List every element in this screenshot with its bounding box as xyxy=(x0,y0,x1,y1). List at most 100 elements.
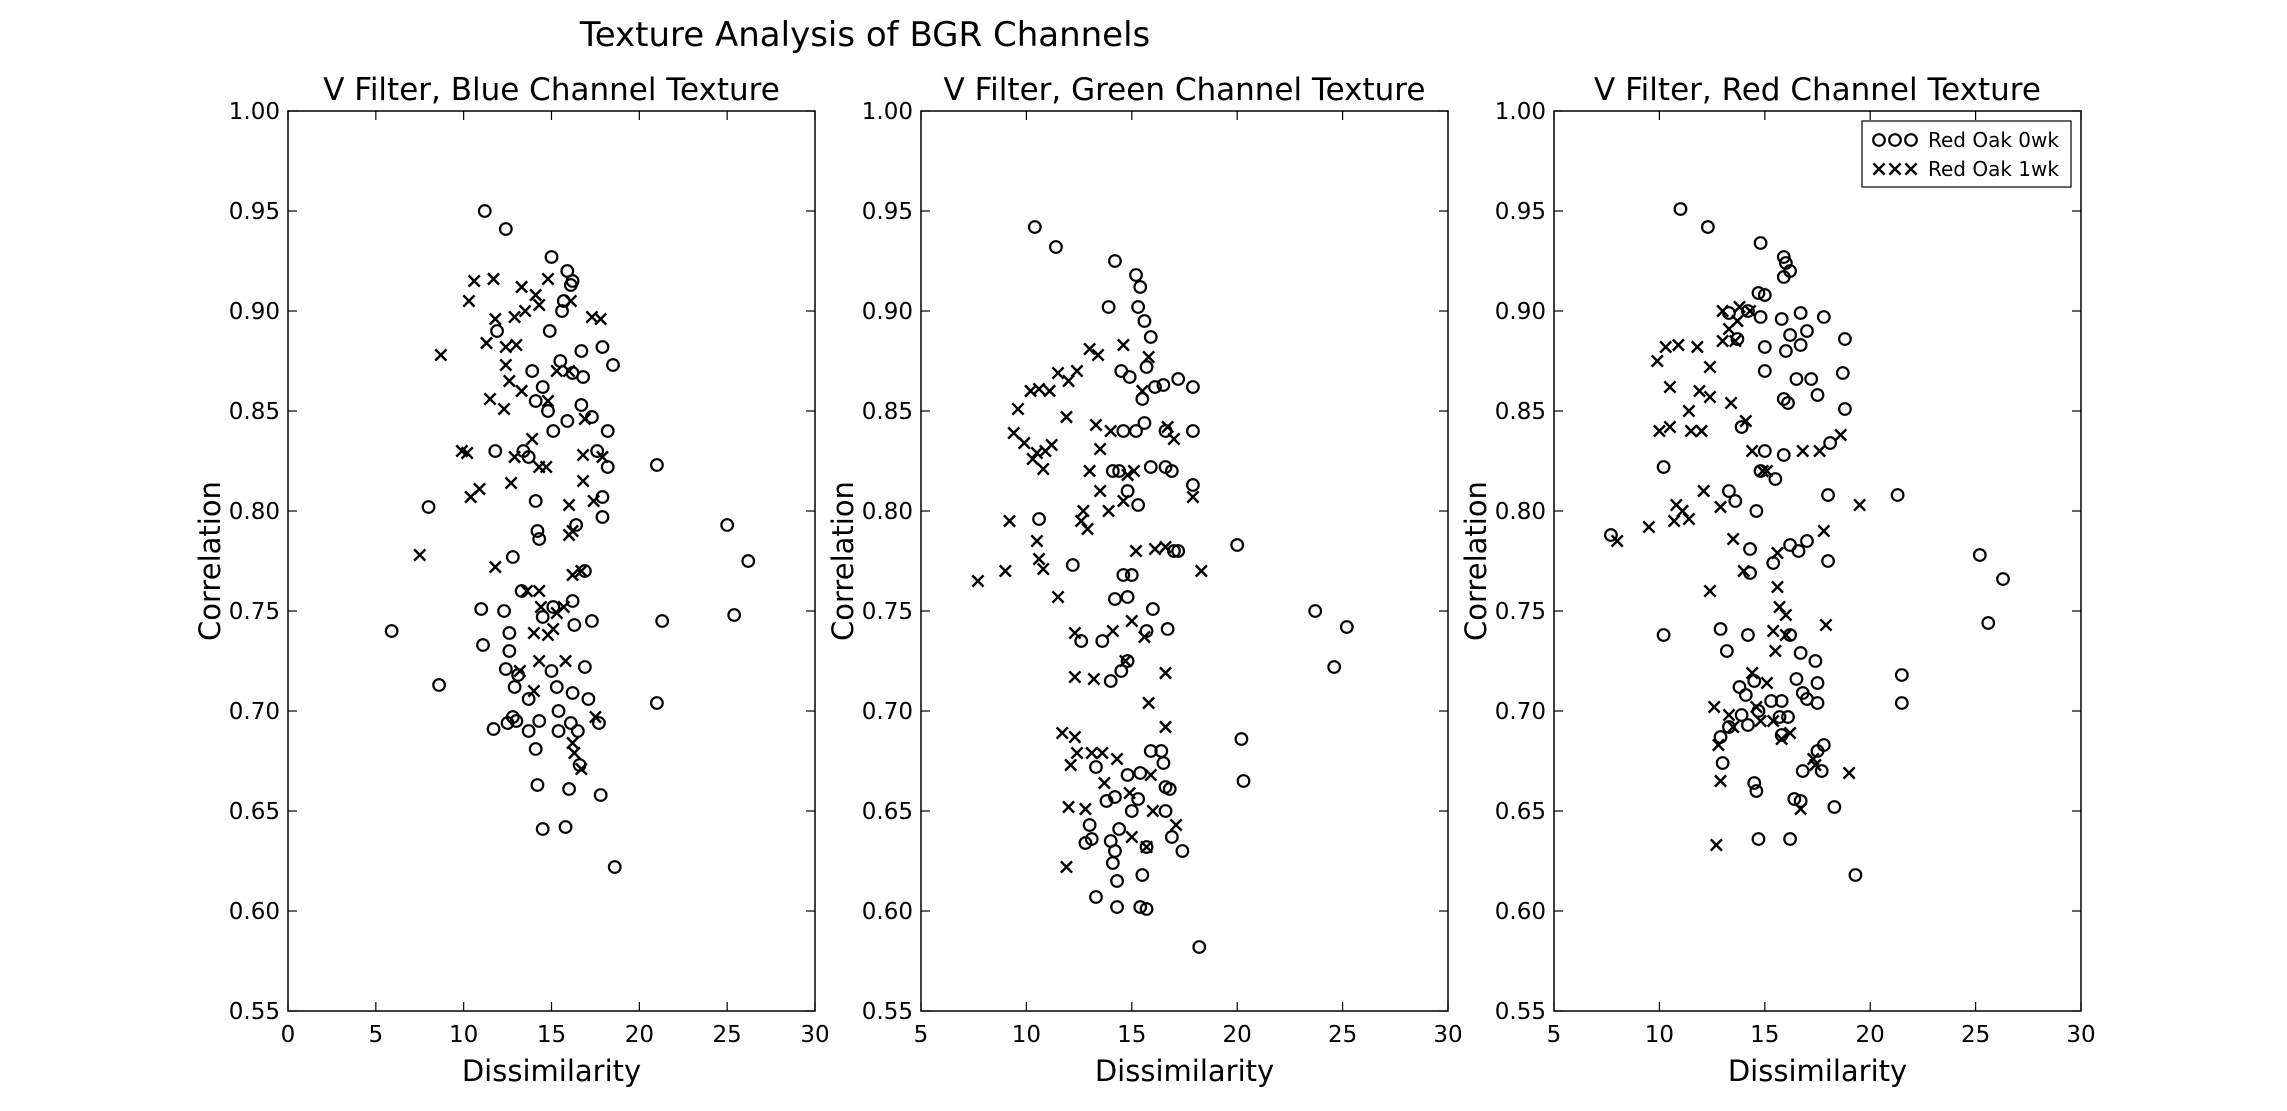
point-0wk xyxy=(1848,868,1863,882)
point-1wk xyxy=(1116,494,1130,508)
point-1wk xyxy=(1817,524,1831,538)
point-1wk xyxy=(1716,304,1730,318)
point-0wk xyxy=(1972,548,1987,562)
point-1wk xyxy=(520,584,534,598)
point-0wk xyxy=(1751,832,1766,846)
point-0wk xyxy=(1810,696,1825,710)
point-0wk xyxy=(1604,528,1618,542)
plot-frame xyxy=(1553,110,2082,1012)
point-1wk xyxy=(539,460,553,474)
y-tick-label: 0.80 xyxy=(229,499,280,525)
point-0wk xyxy=(1734,420,1749,434)
point-0wk xyxy=(498,222,513,236)
x-tick-label: 20 xyxy=(625,1022,654,1048)
point-1wk xyxy=(1760,464,1774,478)
point-0wk xyxy=(1774,312,1789,326)
point-0wk xyxy=(593,788,608,802)
y-tick-label: 0.80 xyxy=(862,499,913,525)
legend-marker-1wk xyxy=(1872,162,1886,176)
y-tick-label: 0.60 xyxy=(229,899,280,925)
point-0wk xyxy=(558,820,573,834)
point-0wk xyxy=(562,782,576,796)
point-1wk xyxy=(1089,418,1103,432)
point-0wk xyxy=(565,594,580,608)
point-0wk xyxy=(488,444,503,458)
point-1wk xyxy=(532,584,546,598)
point-1wk xyxy=(1169,818,1183,832)
y-axis-label: Correlation xyxy=(826,481,860,641)
point-1wk xyxy=(1159,720,1172,734)
point-0wk xyxy=(535,822,550,836)
point-0wk xyxy=(490,324,504,338)
point-0wk xyxy=(1719,644,1734,658)
point-0wk xyxy=(1757,288,1772,302)
point-0wk xyxy=(574,398,589,412)
x-tick-label: 25 xyxy=(713,1022,742,1048)
point-1wk xyxy=(1167,432,1181,446)
point-1wk xyxy=(1808,758,1822,772)
point-0wk xyxy=(1757,444,1772,458)
point-0wk xyxy=(546,600,561,614)
point-1wk xyxy=(1060,410,1073,424)
point-0wk xyxy=(551,704,566,718)
point-0wk xyxy=(498,662,513,676)
point-0wk xyxy=(1099,794,1114,808)
point-0wk xyxy=(502,644,517,658)
point-1wk xyxy=(1030,534,1044,548)
point-1wk xyxy=(1045,438,1059,452)
point-1wk xyxy=(1716,334,1730,348)
y-tick-label: 0.55 xyxy=(229,999,280,1025)
plot-frame xyxy=(920,110,1449,1012)
point-0wk xyxy=(1120,768,1135,782)
point-0wk xyxy=(606,358,620,372)
point-0wk xyxy=(1890,488,1905,502)
point-1wk xyxy=(1070,746,1084,760)
x-tick-label: 25 xyxy=(1961,1022,1990,1048)
point-0wk xyxy=(563,278,578,292)
point-1wk xyxy=(1667,514,1681,528)
point-0wk xyxy=(1793,306,1808,320)
point-1wk xyxy=(1083,342,1097,356)
point-0wk xyxy=(1103,674,1118,688)
x-axis-label: Dissimilarity xyxy=(1728,1054,1907,1088)
point-0wk xyxy=(528,394,543,408)
point-0wk xyxy=(1171,544,1186,558)
point-1wk xyxy=(1766,624,1780,638)
point-0wk xyxy=(542,324,557,338)
point-0wk xyxy=(1089,890,1103,904)
point-0wk xyxy=(1131,300,1146,314)
y-tick-label: 0.95 xyxy=(229,199,280,225)
point-1wk xyxy=(971,574,985,588)
point-0wk xyxy=(1776,250,1791,264)
point-0wk xyxy=(1776,270,1791,284)
point-0wk xyxy=(1776,448,1791,462)
point-1wk xyxy=(1036,562,1050,576)
x-tick-label: 30 xyxy=(1433,1022,1462,1048)
point-1wk xyxy=(532,298,546,312)
blue-channel-panel: V Filter, Blue Channel Texture 0 5 10 15 20 25… xyxy=(193,72,830,1088)
point-1wk xyxy=(1091,348,1105,362)
point-1wk xyxy=(541,394,555,408)
point-0wk xyxy=(1236,774,1251,788)
point-0wk xyxy=(1747,776,1762,790)
point-1wk xyxy=(1745,444,1759,458)
point-1wk xyxy=(1796,444,1810,458)
point-1wk xyxy=(515,280,529,294)
point-1wk xyxy=(1709,838,1723,852)
point-0wk xyxy=(1753,236,1768,250)
point-1wk xyxy=(595,450,609,464)
point-0wk xyxy=(521,724,536,738)
point-0wk xyxy=(1757,364,1772,378)
point-0wk xyxy=(1049,240,1063,254)
point-0wk xyxy=(1124,568,1139,582)
point-0wk xyxy=(607,860,622,874)
point-0wk xyxy=(1160,622,1175,636)
x-tick-label: 25 xyxy=(1328,1022,1357,1048)
point-1wk xyxy=(1186,490,1200,504)
point-0wk xyxy=(1787,792,1802,806)
point-1wk xyxy=(1714,774,1727,788)
point-0wk xyxy=(1116,568,1131,582)
point-1wk xyxy=(497,402,511,416)
y-tick-label: 0.55 xyxy=(862,999,913,1025)
point-0wk xyxy=(560,414,575,428)
